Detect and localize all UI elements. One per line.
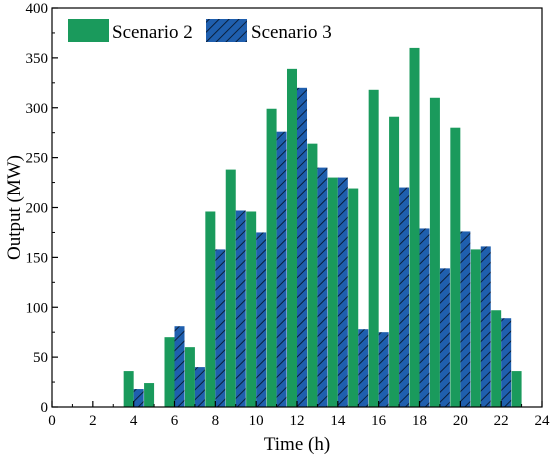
bar-scenario-2-18h bbox=[409, 47, 420, 408]
bar-scenario-2-9h bbox=[225, 169, 236, 407]
bar-scenario-2-12h bbox=[286, 68, 297, 407]
bar-scenario-2-10h bbox=[246, 211, 257, 407]
bar-scenario-3-12h bbox=[297, 87, 308, 408]
bar-scenario-2-16h bbox=[368, 89, 379, 408]
bar-scenario-2-7h bbox=[184, 347, 195, 407]
bar-scenario-3-18h bbox=[419, 228, 430, 407]
bar-scenario-2-20h bbox=[450, 127, 461, 407]
bar-scenario-2-5h bbox=[144, 383, 155, 407]
y-tick-label: 50 bbox=[33, 350, 48, 366]
series-scenario-3 bbox=[133, 87, 512, 408]
x-tick-label: 24 bbox=[535, 413, 550, 429]
x-tick-label: 2 bbox=[89, 413, 97, 429]
y-tick-label: 150 bbox=[26, 250, 49, 266]
y-axis-title: Output (MW) bbox=[4, 155, 25, 260]
bar-scenario-2-14h bbox=[327, 177, 338, 407]
legend-item: Scenario 3 bbox=[206, 19, 332, 43]
legend-label: Scenario 2 bbox=[112, 22, 193, 43]
x-tick-label: 4 bbox=[130, 413, 138, 429]
bar-scenario-3-17h bbox=[399, 187, 410, 407]
bar-scenario-3-10h bbox=[256, 232, 267, 407]
y-tick-label: 100 bbox=[26, 300, 49, 316]
bar-scenario-2-22h bbox=[491, 310, 502, 407]
x-tick-label: 14 bbox=[330, 413, 346, 429]
series-scenario-2 bbox=[123, 47, 522, 408]
y-tick-label: 350 bbox=[26, 51, 49, 67]
bar-scenario-2-8h bbox=[205, 211, 216, 407]
x-tick-label: 6 bbox=[171, 413, 179, 429]
bar-scenario-3-6h bbox=[174, 326, 185, 407]
bar-scenario-3-22h bbox=[501, 318, 512, 407]
axes-layer: 0 2 4 6 8 10 12 14 16 18 20 22 240501001502002503003… bbox=[4, 1, 550, 455]
y-tick-label: 400 bbox=[26, 1, 49, 17]
legend-swatch bbox=[68, 19, 109, 42]
bar-scenario-2-17h bbox=[389, 116, 400, 407]
bar-scenario-2-6h bbox=[164, 337, 175, 407]
bar-scenario-2-19h bbox=[429, 97, 440, 408]
bar-scenario-3-4h bbox=[133, 389, 144, 407]
x-tick-label: 22 bbox=[494, 413, 509, 429]
bar-scenario-3-21h bbox=[480, 246, 491, 407]
bar-scenario-3-8h bbox=[215, 249, 226, 407]
y-tick-label: 250 bbox=[26, 151, 49, 167]
bar-scenario-2-21h bbox=[470, 249, 481, 407]
x-tick-label: 8 bbox=[212, 413, 220, 429]
bar-scenario-3-11h bbox=[276, 131, 287, 407]
y-tick-label: 300 bbox=[26, 101, 49, 117]
bar-scenario-3-16h bbox=[378, 332, 389, 407]
x-tick-label: 16 bbox=[371, 413, 387, 429]
bar-scenario-2-23h bbox=[511, 371, 522, 407]
x-tick-label: 12 bbox=[290, 413, 305, 429]
legend-item: Scenario 2 bbox=[68, 19, 193, 43]
x-tick-label: 0 bbox=[48, 413, 56, 429]
bar-scenario-3-7h bbox=[194, 367, 205, 407]
x-tick-label: 10 bbox=[249, 413, 264, 429]
y-tick-label: 0 bbox=[41, 400, 49, 416]
bar-scenario-2-13h bbox=[307, 143, 318, 407]
legend: Scenario 2 Scenario 3 bbox=[68, 19, 332, 43]
bars-layer bbox=[123, 47, 522, 408]
bar-scenario-2-11h bbox=[266, 108, 277, 407]
legend-swatch bbox=[206, 19, 247, 42]
bar-scenario-2-4h bbox=[123, 371, 134, 407]
x-tick-label: 20 bbox=[453, 413, 468, 429]
x-axis-title: Time (h) bbox=[264, 434, 330, 455]
legend-label: Scenario 3 bbox=[251, 22, 332, 43]
bar-scenario-3-20h bbox=[460, 231, 471, 407]
bar-scenario-2-15h bbox=[348, 188, 359, 407]
bar-scenario-3-14h bbox=[337, 177, 348, 407]
bar-scenario-3-13h bbox=[317, 167, 328, 407]
bar-scenario-3-9h bbox=[235, 210, 246, 407]
x-tick-label: 18 bbox=[412, 413, 427, 429]
bar-scenario-3-15h bbox=[358, 329, 369, 407]
y-tick-label: 200 bbox=[26, 201, 49, 217]
bar-scenario-3-19h bbox=[439, 268, 450, 407]
